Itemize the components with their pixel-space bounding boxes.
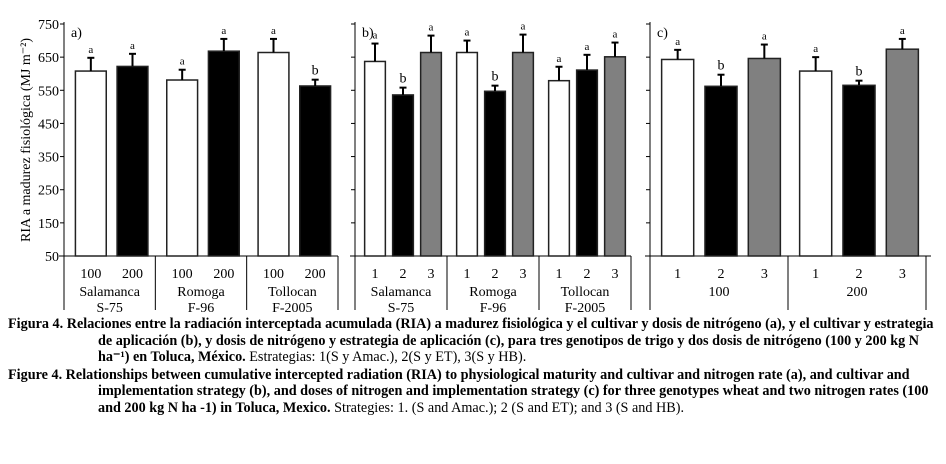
bar: [207, 50, 241, 257]
bar: [116, 65, 149, 257]
x-tick-label: 1: [556, 267, 563, 282]
caption-spanish: Figura 4. Relaciones entre la radiación …: [8, 316, 938, 366]
group-label: Tollocan: [561, 285, 610, 300]
x-tick-label: 3: [761, 267, 768, 282]
y-tick-label: 750: [38, 18, 59, 33]
y-axis-label: RIA a madurez fisiológica (MJ m⁻²): [19, 38, 34, 242]
group-label: Salamanca: [371, 285, 432, 300]
x-tick-label: 200: [213, 267, 234, 282]
significance-letter: a: [675, 36, 680, 48]
bar: [483, 90, 507, 257]
group-label: 200: [847, 285, 868, 300]
x-tick-label: 200: [122, 267, 143, 282]
significance-letter: a: [585, 41, 590, 53]
group-label: Tollocan: [268, 285, 317, 300]
bar: [575, 69, 599, 257]
bar: [842, 84, 876, 257]
caption-english-bold: Figure 4. Relationships between cumulati…: [8, 366, 929, 416]
x-tick-label: 1: [464, 267, 471, 282]
bar: [419, 51, 443, 257]
bar: [798, 70, 833, 257]
x-tick-label: 200: [305, 267, 326, 282]
group-label: F-96: [480, 301, 506, 316]
group-label: S-75: [96, 301, 122, 316]
x-tick-label: 2: [584, 267, 591, 282]
y-tick-label: 450: [38, 117, 59, 132]
caption-spanish-bold: Figura 4. Relaciones entre la radiación …: [8, 316, 934, 366]
figure-chart: 50 150 250 350 450 550 650 750 a) RIA a madurez f…: [19, 18, 931, 316]
panel-label: c): [657, 26, 668, 41]
bar: [511, 51, 535, 257]
bar: [257, 51, 290, 257]
x-tick-label: 3: [428, 267, 435, 282]
group-label: Salamanca: [79, 285, 140, 300]
significance-letter: a: [762, 31, 767, 43]
bar: [391, 94, 415, 257]
significance-letter: b: [718, 59, 725, 74]
bar: [166, 79, 199, 257]
x-tick-label: 2: [718, 267, 725, 282]
y-tick-label: 250: [38, 184, 59, 199]
group-label: F-2005: [565, 301, 605, 316]
significance-letter: b: [312, 64, 319, 79]
significance-letter: a: [900, 25, 905, 37]
significance-letter: a: [271, 25, 276, 37]
x-tick-label: 1: [372, 267, 379, 282]
x-tick-label: 3: [899, 267, 906, 282]
bar: [704, 85, 738, 257]
x-tick-label: 100: [172, 267, 193, 282]
group-label: Romoga: [469, 285, 517, 300]
bar: [363, 60, 387, 257]
y-tick-label: 650: [38, 51, 59, 66]
y-tick-label: 150: [38, 217, 59, 232]
bar: [547, 79, 571, 257]
y-tick-label: 550: [38, 84, 59, 99]
x-tick-label: 2: [492, 267, 499, 282]
x-tick-label: 3: [520, 267, 527, 282]
caption-english: Figure 4. Relationships between cumulati…: [8, 367, 938, 417]
x-tick-label: 2: [400, 267, 407, 282]
panel-label: a): [71, 26, 82, 41]
significance-letter: a: [613, 29, 618, 41]
x-tick-label: 3: [612, 267, 619, 282]
significance-letter: a: [373, 30, 378, 42]
bar: [747, 57, 782, 257]
panel-label: b): [362, 26, 374, 41]
caption-spanish-rest: Estrategias: 1(S y Amac.), 2(S y ET), 3(…: [245, 349, 527, 366]
significance-letter: b: [400, 72, 407, 87]
x-tick-label: 100: [80, 267, 101, 282]
significance-letter: a: [221, 25, 226, 37]
significance-letter: a: [180, 56, 185, 68]
significance-letter: b: [492, 70, 499, 85]
bar: [455, 51, 479, 257]
group-label: 100: [709, 285, 730, 300]
bar: [603, 56, 627, 257]
y-tick-label: 350: [38, 151, 59, 166]
bar: [660, 58, 695, 257]
significance-letter: a: [813, 43, 818, 55]
x-tick-label: 1: [674, 267, 681, 282]
bar: [299, 85, 332, 257]
group-label: S-75: [388, 301, 414, 316]
x-tick-label: 100: [263, 267, 284, 282]
group-label: F-96: [188, 301, 214, 316]
group-label: Romoga: [177, 285, 225, 300]
significance-letter: a: [557, 53, 562, 65]
y-tick-label: 50: [45, 250, 59, 265]
significance-letter: a: [130, 40, 135, 52]
x-tick-label: 2: [856, 267, 863, 282]
bar: [885, 48, 920, 257]
bar: [74, 70, 107, 257]
significance-letter: a: [88, 44, 93, 56]
significance-letter: a: [429, 22, 434, 34]
group-label: F-2005: [272, 301, 312, 316]
significance-letter: a: [465, 27, 470, 39]
significance-letter: a: [521, 21, 526, 33]
caption-english-rest: Strategies: 1. (S and Amac.); 2 (S and E…: [330, 399, 685, 416]
figure-caption: Figura 4. Relaciones entre la radiación …: [8, 316, 938, 418]
x-tick-label: 1: [812, 267, 819, 282]
significance-letter: b: [856, 65, 863, 80]
